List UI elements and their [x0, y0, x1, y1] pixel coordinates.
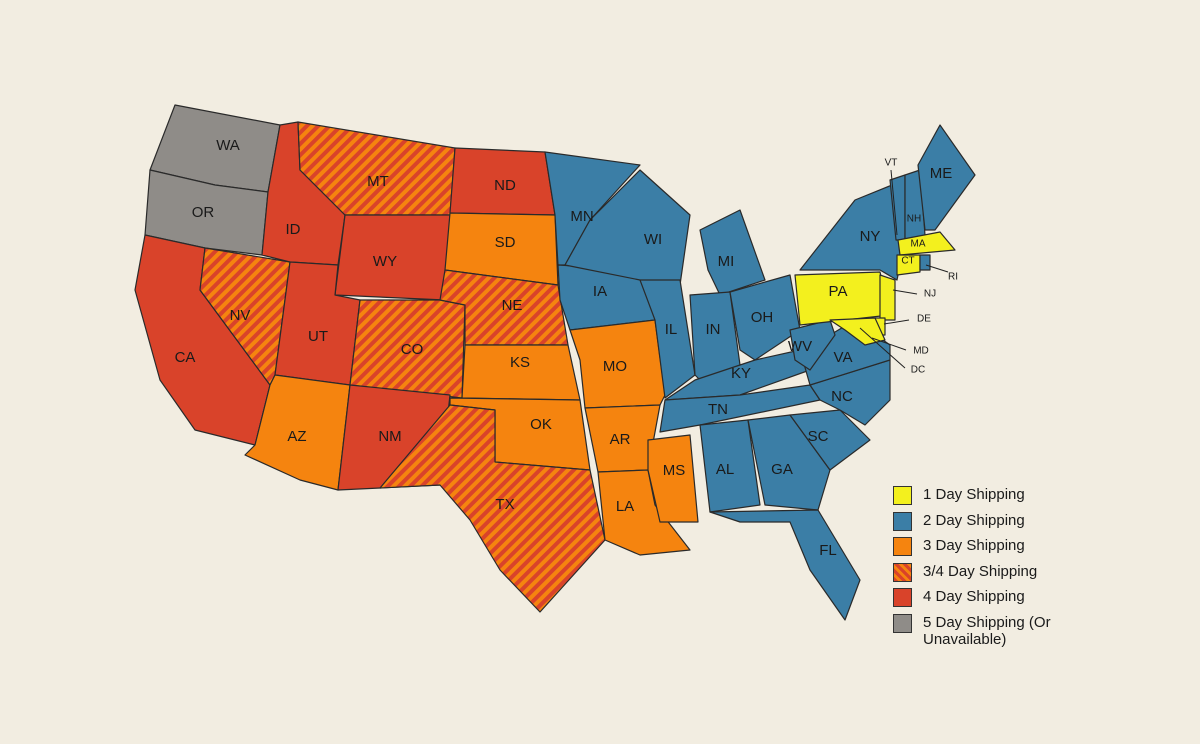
state-label: NJ [924, 289, 936, 300]
legend-swatch [893, 613, 912, 633]
state-label: VA [834, 349, 853, 366]
state-label: MD [913, 346, 929, 357]
state-label: OH [751, 309, 774, 326]
state-label: MO [603, 358, 627, 375]
callout-line [859, 327, 906, 369]
state-label: TX [495, 496, 514, 513]
state-label: VT [885, 158, 898, 169]
state-shape [379, 404, 606, 613]
callout-line [890, 169, 898, 236]
legend-swatch [893, 562, 912, 582]
state-label: MN [570, 208, 593, 225]
state-label: CA [175, 349, 196, 366]
legend-swatch [893, 511, 912, 531]
state-label: PA [829, 283, 848, 300]
legend: 1 Day Shipping 2 Day Shipping 3 Day Shippi… [893, 486, 1073, 648]
state-label: WV [788, 338, 812, 355]
state-label: ME [930, 165, 953, 182]
legend-item: 3/4 Day Shipping [893, 562, 1073, 589]
legend-swatch [893, 486, 912, 505]
state-shape [896, 254, 921, 276]
legend-item: 4 Day Shipping [893, 588, 1073, 614]
state-label: NV [230, 307, 251, 324]
state-shape [639, 279, 696, 399]
legend-item: 5 Day Shipping (Or Unavailable) [893, 613, 1073, 648]
state-label: SD [495, 234, 516, 251]
callout-line [925, 264, 949, 273]
legend-swatch [893, 588, 912, 607]
state-label: OR [192, 204, 215, 221]
state-label: UT [308, 328, 328, 345]
state-shape [879, 274, 896, 321]
state-label: NC [831, 388, 853, 405]
state-shape [709, 509, 861, 621]
state-label: CT [901, 256, 914, 267]
state-label: KY [731, 365, 751, 382]
state-shape [647, 434, 699, 523]
legend-item: 1 Day Shipping [893, 486, 1073, 512]
state-shape [699, 419, 761, 513]
state-label: LA [616, 498, 634, 515]
state-label: CO [401, 341, 424, 358]
state-label: DE [917, 314, 931, 325]
state-label: AR [610, 431, 631, 448]
legend-label: 1 Day Shipping [923, 486, 1025, 503]
legend-item: 3 Day Shipping [893, 537, 1073, 563]
state-shape [729, 274, 801, 361]
state-label: NY [860, 228, 881, 245]
state-label: AZ [287, 428, 306, 445]
state-label: ND [494, 177, 516, 194]
legend-label: 5 Day Shipping (Or Unavailable) [923, 613, 1051, 648]
state-label: WA [216, 137, 240, 154]
state-label: WI [644, 231, 662, 248]
state-label: IA [593, 283, 607, 300]
state-shape [897, 231, 956, 256]
state-shape [699, 209, 766, 296]
state-label: WY [373, 253, 397, 270]
state-label: NH [907, 214, 921, 225]
state-label: MI [718, 253, 735, 270]
state-label: AL [716, 461, 734, 478]
state-shape [349, 299, 466, 399]
state-label: MT [367, 173, 389, 190]
state-shape [917, 124, 976, 231]
state-label: DC [911, 365, 925, 376]
state-label: KS [510, 354, 530, 371]
state-shape [789, 409, 871, 471]
legend-label: 2 Day Shipping [923, 511, 1025, 529]
state-shape [919, 254, 931, 271]
state-label: GA [771, 461, 793, 478]
state-label: MS [663, 462, 686, 479]
callout-line [892, 289, 918, 295]
legend-label: 4 Day Shipping [923, 588, 1025, 605]
state-label: IN [706, 321, 721, 338]
legend-label: 3/4 Day Shipping [923, 562, 1038, 580]
legend-label: 3 Day Shipping [923, 537, 1025, 554]
state-label: MA [911, 239, 926, 250]
state-label: NM [378, 428, 401, 445]
legend-swatch [893, 537, 912, 556]
state-label: OK [530, 416, 552, 433]
callout-line [871, 337, 907, 351]
state-label: TN [708, 401, 728, 418]
state-shape [747, 414, 831, 511]
callout-line [883, 319, 910, 325]
legend-item: 2 Day Shipping [893, 511, 1073, 538]
state-label: SC [808, 428, 829, 445]
state-label: RI [948, 272, 958, 283]
state-shape [799, 184, 906, 281]
state-label: FL [819, 542, 837, 559]
state-label: ID [286, 221, 301, 238]
state-label: NE [502, 297, 523, 314]
state-label: IL [665, 321, 678, 338]
